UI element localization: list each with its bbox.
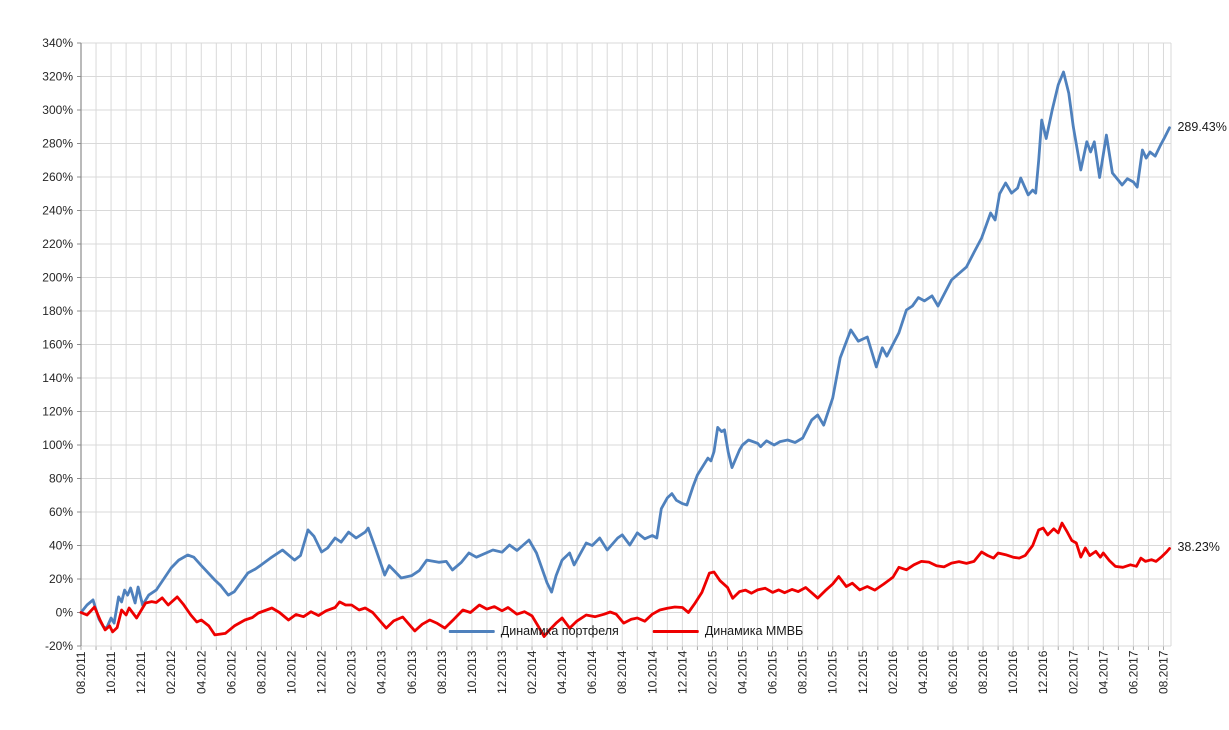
y-axis-label: 300% <box>42 103 73 117</box>
y-axis-label: 340% <box>42 36 73 50</box>
y-axis-label: 20% <box>49 572 73 586</box>
x-axis-label: 02.2015 <box>705 650 719 694</box>
x-axis-label: 12.2013 <box>495 650 509 694</box>
x-axis-label: 06.2016 <box>946 650 960 694</box>
legend-item-micex[interactable]: Динамика ММВБ <box>652 624 804 638</box>
portfolio-line-swatch <box>448 629 495 633</box>
x-axis-label: 06.2014 <box>585 650 599 694</box>
y-axis-label: 80% <box>49 472 73 486</box>
y-axis-label: 120% <box>42 405 73 419</box>
x-axis-label: 08.2016 <box>976 650 990 694</box>
series-line-0 <box>79 70 1171 630</box>
x-axis-label: 12.2012 <box>315 650 329 694</box>
legend: Динамика портфеля Динамика ММВБ <box>448 624 804 638</box>
x-axis-label: 10.2016 <box>1006 650 1020 694</box>
y-axis-label: 0% <box>56 606 74 620</box>
x-axis-label: 10.2012 <box>284 650 298 694</box>
x-axis-label: 12.2016 <box>1036 650 1050 694</box>
y-axis-label: 280% <box>42 137 73 151</box>
y-axis-label: 140% <box>42 371 73 385</box>
x-axis-label: 04.2015 <box>736 650 750 694</box>
x-axis-label: 04.2017 <box>1096 650 1110 694</box>
x-axis-label: 02.2016 <box>886 650 900 694</box>
y-axis-label: 220% <box>42 237 73 251</box>
y-axis-label: 60% <box>49 505 73 519</box>
legend-label-portfolio: Динамика портфеля <box>500 624 619 638</box>
x-axis-label: 02.2013 <box>345 650 359 694</box>
y-axis-label: 200% <box>42 271 73 285</box>
micex-line-swatch <box>652 629 699 633</box>
x-axis-label: 04.2012 <box>194 650 208 694</box>
x-axis-label: 06.2013 <box>405 650 419 694</box>
x-axis-label: 02.2017 <box>1066 650 1080 694</box>
series-end-value-micex: 38.23% <box>1177 540 1220 555</box>
x-axis-label: 10.2015 <box>826 650 840 694</box>
y-axis-label: 160% <box>42 338 73 352</box>
x-axis-label: 12.2011 <box>134 651 148 694</box>
legend-label-micex: Динамика ММВБ <box>704 624 804 638</box>
x-axis-label: 10.2013 <box>465 650 479 694</box>
x-axis-label: 10.2011 <box>104 651 118 694</box>
x-axis-label: 06.2012 <box>224 650 238 694</box>
y-axis-label: 180% <box>42 304 73 318</box>
legend-item-portfolio[interactable]: Динамика портфеля <box>448 624 619 638</box>
x-axis-label: 06.2015 <box>766 650 780 694</box>
y-axis-label: -20% <box>45 639 73 653</box>
x-axis-label: 08.2015 <box>796 650 810 694</box>
y-axis-label: 40% <box>49 539 73 553</box>
x-axis-label: 06.2017 <box>1126 650 1140 694</box>
x-axis-label: 08.2013 <box>435 650 449 694</box>
x-axis-label: 12.2014 <box>675 650 689 694</box>
x-axis-label: 10.2014 <box>645 650 659 694</box>
y-axis-label: 320% <box>42 70 73 84</box>
x-axis-label: 02.2012 <box>164 650 178 694</box>
series-end-value-portfolio: 289.43% <box>1177 119 1227 134</box>
x-axis-label: 08.2017 <box>1156 650 1170 694</box>
x-axis-label: 04.2013 <box>375 650 389 694</box>
x-axis-label: 08.2012 <box>254 650 268 694</box>
x-axis-label: 08.2014 <box>615 650 629 694</box>
x-axis-label: 04.2014 <box>555 650 569 694</box>
y-axis-label: 100% <box>42 438 73 452</box>
series-line-1 <box>79 521 1171 638</box>
x-axis-label: 02.2014 <box>525 650 539 694</box>
x-axis-label: 12.2015 <box>856 650 870 694</box>
x-axis-label: 08.2011 <box>74 651 88 694</box>
y-axis-label: 240% <box>42 204 73 218</box>
x-axis-label: 04.2016 <box>916 650 930 694</box>
y-axis-label: 260% <box>42 170 73 184</box>
